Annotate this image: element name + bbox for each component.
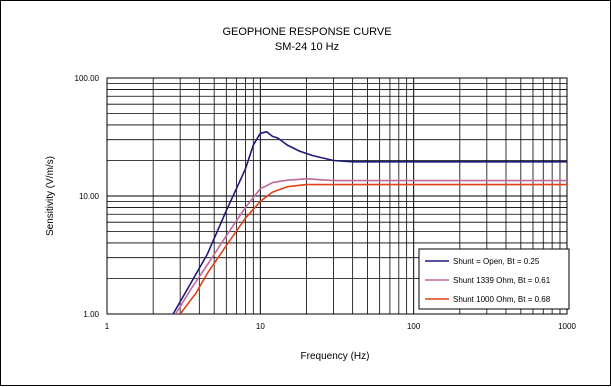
legend-label-1: Shunt = Open, Bt = 0.25 <box>453 257 540 266</box>
legend-label-3: Shunt 1000 Ohm, Bt = 0.68 <box>453 295 551 304</box>
y-tick-label: 10.00 <box>79 192 100 201</box>
series-layer <box>172 131 567 314</box>
x-tick-label: 10 <box>256 322 265 331</box>
legend: Shunt = Open, Bt = 0.25 Shunt 1339 Ohm, B… <box>418 248 570 310</box>
x-tick-label: 100 <box>407 322 421 331</box>
x-axis-title: Frequency (Hz) <box>301 351 370 362</box>
tick-layer: 1 10 100 1000 100.00 10.00 1.00 <box>75 74 577 331</box>
series-line-3 <box>179 183 567 314</box>
grid-layer <box>106 77 568 315</box>
chart-title: GEOPHONE RESPONSE CURVE <box>222 26 391 38</box>
legend-label-2: Shunt 1339 Ohm, Bt = 0.61 <box>453 276 551 285</box>
series-line-2 <box>174 178 567 314</box>
y-tick-label: 100.00 <box>75 74 100 83</box>
y-axis-title: Sensitivity (V/m/s) <box>45 156 56 236</box>
series-line-1 <box>172 131 567 314</box>
x-tick-label: 1 <box>105 322 110 331</box>
x-tick-label: 1000 <box>558 322 576 331</box>
chart-subtitle: SM-24 10 Hz <box>275 41 339 53</box>
y-tick-label: 1.00 <box>83 310 99 319</box>
